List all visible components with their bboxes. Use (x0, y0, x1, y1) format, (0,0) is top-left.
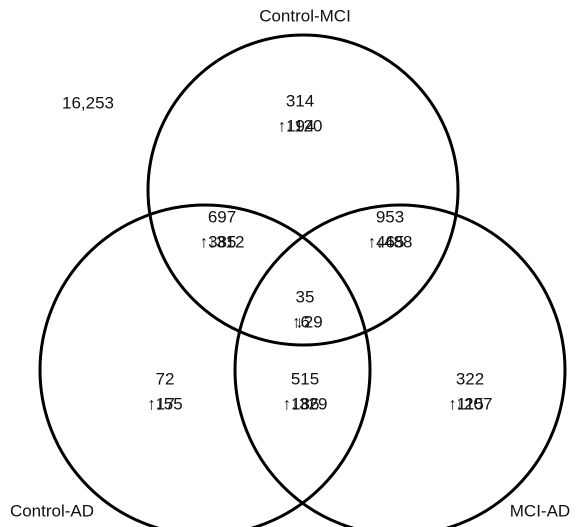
outside-count: 16,253 (62, 93, 114, 112)
set-circle (38, 203, 372, 527)
region-down: ↓488 (376, 232, 413, 251)
region-total: 35 (296, 287, 315, 306)
region-total: 314 (286, 91, 314, 110)
region-up: ↑385 (200, 232, 237, 251)
region-total: 322 (456, 369, 484, 388)
set-label: Control-MCI (259, 6, 351, 25)
region-up: ↑6 (292, 312, 310, 331)
set-circle (146, 33, 460, 347)
set-label: Control-AD (10, 501, 94, 520)
region-up: ↑186 (283, 394, 320, 413)
set-label: MCI-AD (510, 501, 570, 520)
region-up: ↑115 (448, 394, 484, 413)
region-up: ↑194 (278, 116, 315, 135)
region-down: ↓120 (286, 116, 323, 135)
region-total: 697 (208, 207, 236, 226)
set-circle (233, 203, 567, 527)
region-total: 72 (156, 369, 175, 388)
region-down: ↓329 (291, 394, 328, 413)
region-down: ↓55 (155, 394, 182, 413)
region-up: ↑465 (368, 232, 405, 251)
region-up: ↑17 (147, 394, 174, 413)
region-total: 515 (291, 369, 319, 388)
region-down: ↓312 (208, 232, 245, 251)
region-down: ↓29 (295, 312, 322, 331)
region-total: 953 (376, 207, 404, 226)
region-down: ↓207 (456, 394, 493, 413)
